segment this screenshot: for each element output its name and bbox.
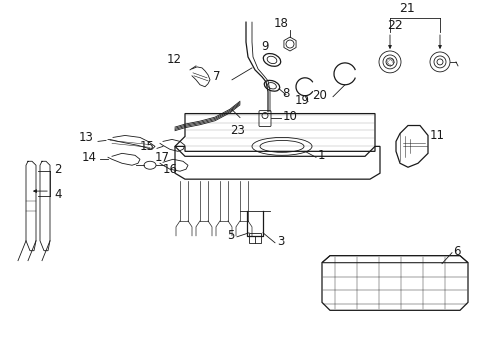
Text: 3: 3	[276, 235, 284, 248]
Text: 2: 2	[54, 163, 61, 176]
Text: 7: 7	[212, 70, 220, 83]
Text: 6: 6	[452, 245, 460, 258]
Text: 8: 8	[282, 87, 289, 100]
Text: 1: 1	[317, 149, 325, 162]
Text: 20: 20	[312, 89, 327, 102]
Text: 14: 14	[82, 151, 97, 164]
Text: 15: 15	[140, 140, 155, 153]
Text: 11: 11	[429, 129, 444, 143]
Text: 4: 4	[54, 188, 61, 201]
Text: 17: 17	[155, 151, 170, 164]
Text: 5: 5	[227, 229, 235, 242]
Text: 22: 22	[386, 19, 402, 32]
Text: 21: 21	[398, 2, 414, 15]
Bar	[248, 233, 261, 243]
Text: 16: 16	[162, 163, 177, 176]
Text: 10: 10	[283, 109, 297, 122]
Text: 23: 23	[229, 125, 244, 138]
Text: 19: 19	[294, 94, 309, 107]
Text: 12: 12	[167, 53, 182, 66]
Text: 9: 9	[261, 40, 268, 53]
Text: 13: 13	[79, 131, 94, 144]
Text: 18: 18	[273, 17, 288, 30]
